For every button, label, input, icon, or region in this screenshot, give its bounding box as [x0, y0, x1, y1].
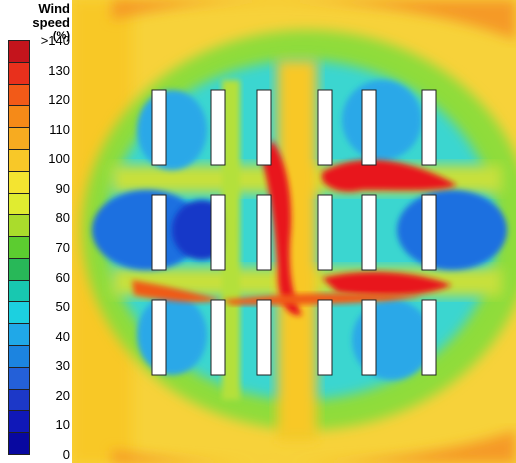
building — [361, 299, 377, 376]
legend-swatch — [8, 148, 30, 172]
legend-tick-label: 130 — [48, 62, 70, 78]
building — [210, 89, 226, 166]
legend-swatch — [8, 301, 30, 325]
legend-tick-label: 110 — [49, 121, 70, 137]
legend-tick-label: 30 — [55, 358, 70, 374]
legend-tick-label: 100 — [48, 151, 70, 167]
legend-swatch — [8, 170, 30, 194]
outer-wake-top — [112, 0, 516, 40]
legend-swatch — [8, 366, 30, 390]
legend-swatch — [8, 257, 30, 281]
legend-unit: (%) — [52, 30, 70, 42]
legend-tick-label: 0 — [62, 447, 70, 462]
building — [361, 194, 377, 271]
legend-swatch — [8, 192, 30, 216]
red-jet-upper — [322, 159, 457, 192]
legend-swatch — [8, 214, 30, 238]
legend-swatch — [8, 410, 30, 434]
building — [421, 89, 437, 166]
wind-speed-field — [72, 0, 516, 463]
red-jet-bottom — [222, 293, 422, 305]
building — [317, 89, 333, 166]
red-jet-lower — [322, 271, 452, 296]
legend-swatch — [8, 105, 30, 129]
red-jet-center — [262, 140, 302, 316]
legend-tick-label: 120 — [48, 92, 70, 108]
legend-tick-label: >140 — [40, 33, 70, 48]
legend-title: Wind speed (%) — [0, 2, 70, 43]
legend-title-text: Wind speed — [32, 1, 70, 30]
legend-tick-label: 80 — [55, 210, 70, 226]
building — [151, 89, 167, 166]
legend-swatch — [8, 83, 30, 107]
legend-tick-label: 50 — [55, 299, 70, 315]
color-scale — [8, 40, 30, 455]
building — [151, 194, 167, 271]
building — [151, 299, 167, 376]
building-array — [151, 89, 437, 376]
blue-zone-top-right — [342, 80, 422, 160]
color-legend: Wind speed (%) >140 130 120 110 100 90 80 70 60 5… — [0, 0, 72, 463]
blue-zone-bottom-left — [137, 295, 207, 375]
legend-tick-label: 40 — [55, 328, 70, 344]
building — [256, 299, 272, 376]
building — [421, 299, 437, 376]
building — [256, 89, 272, 166]
legend-tick-label: 90 — [55, 180, 70, 196]
blue-zone-right — [397, 190, 507, 270]
building — [317, 194, 333, 271]
building — [210, 299, 226, 376]
legend-tick-label: 70 — [55, 240, 70, 255]
blue-zone-top-left — [137, 90, 207, 170]
outer-wake-bottom — [112, 430, 516, 463]
legend-swatch — [8, 432, 30, 455]
channel-left — [222, 80, 240, 400]
building — [421, 194, 437, 271]
legend-swatch — [8, 61, 30, 85]
legend-tick-label: 60 — [55, 269, 70, 285]
building — [210, 194, 226, 271]
red-jet-bottom-left — [132, 280, 222, 303]
legend-tick-label: 10 — [55, 417, 70, 433]
legend-swatch — [8, 127, 30, 150]
legend-swatch — [8, 40, 30, 63]
building — [317, 299, 333, 376]
building — [361, 89, 377, 166]
legend-tick-label: 20 — [55, 387, 70, 403]
legend-swatch — [8, 345, 30, 368]
building — [256, 194, 272, 271]
legend-swatch — [8, 323, 30, 347]
legend-swatch — [8, 279, 30, 303]
blue-zone-left — [92, 190, 202, 270]
legend-swatch — [8, 388, 30, 412]
legend-swatch — [8, 236, 30, 259]
